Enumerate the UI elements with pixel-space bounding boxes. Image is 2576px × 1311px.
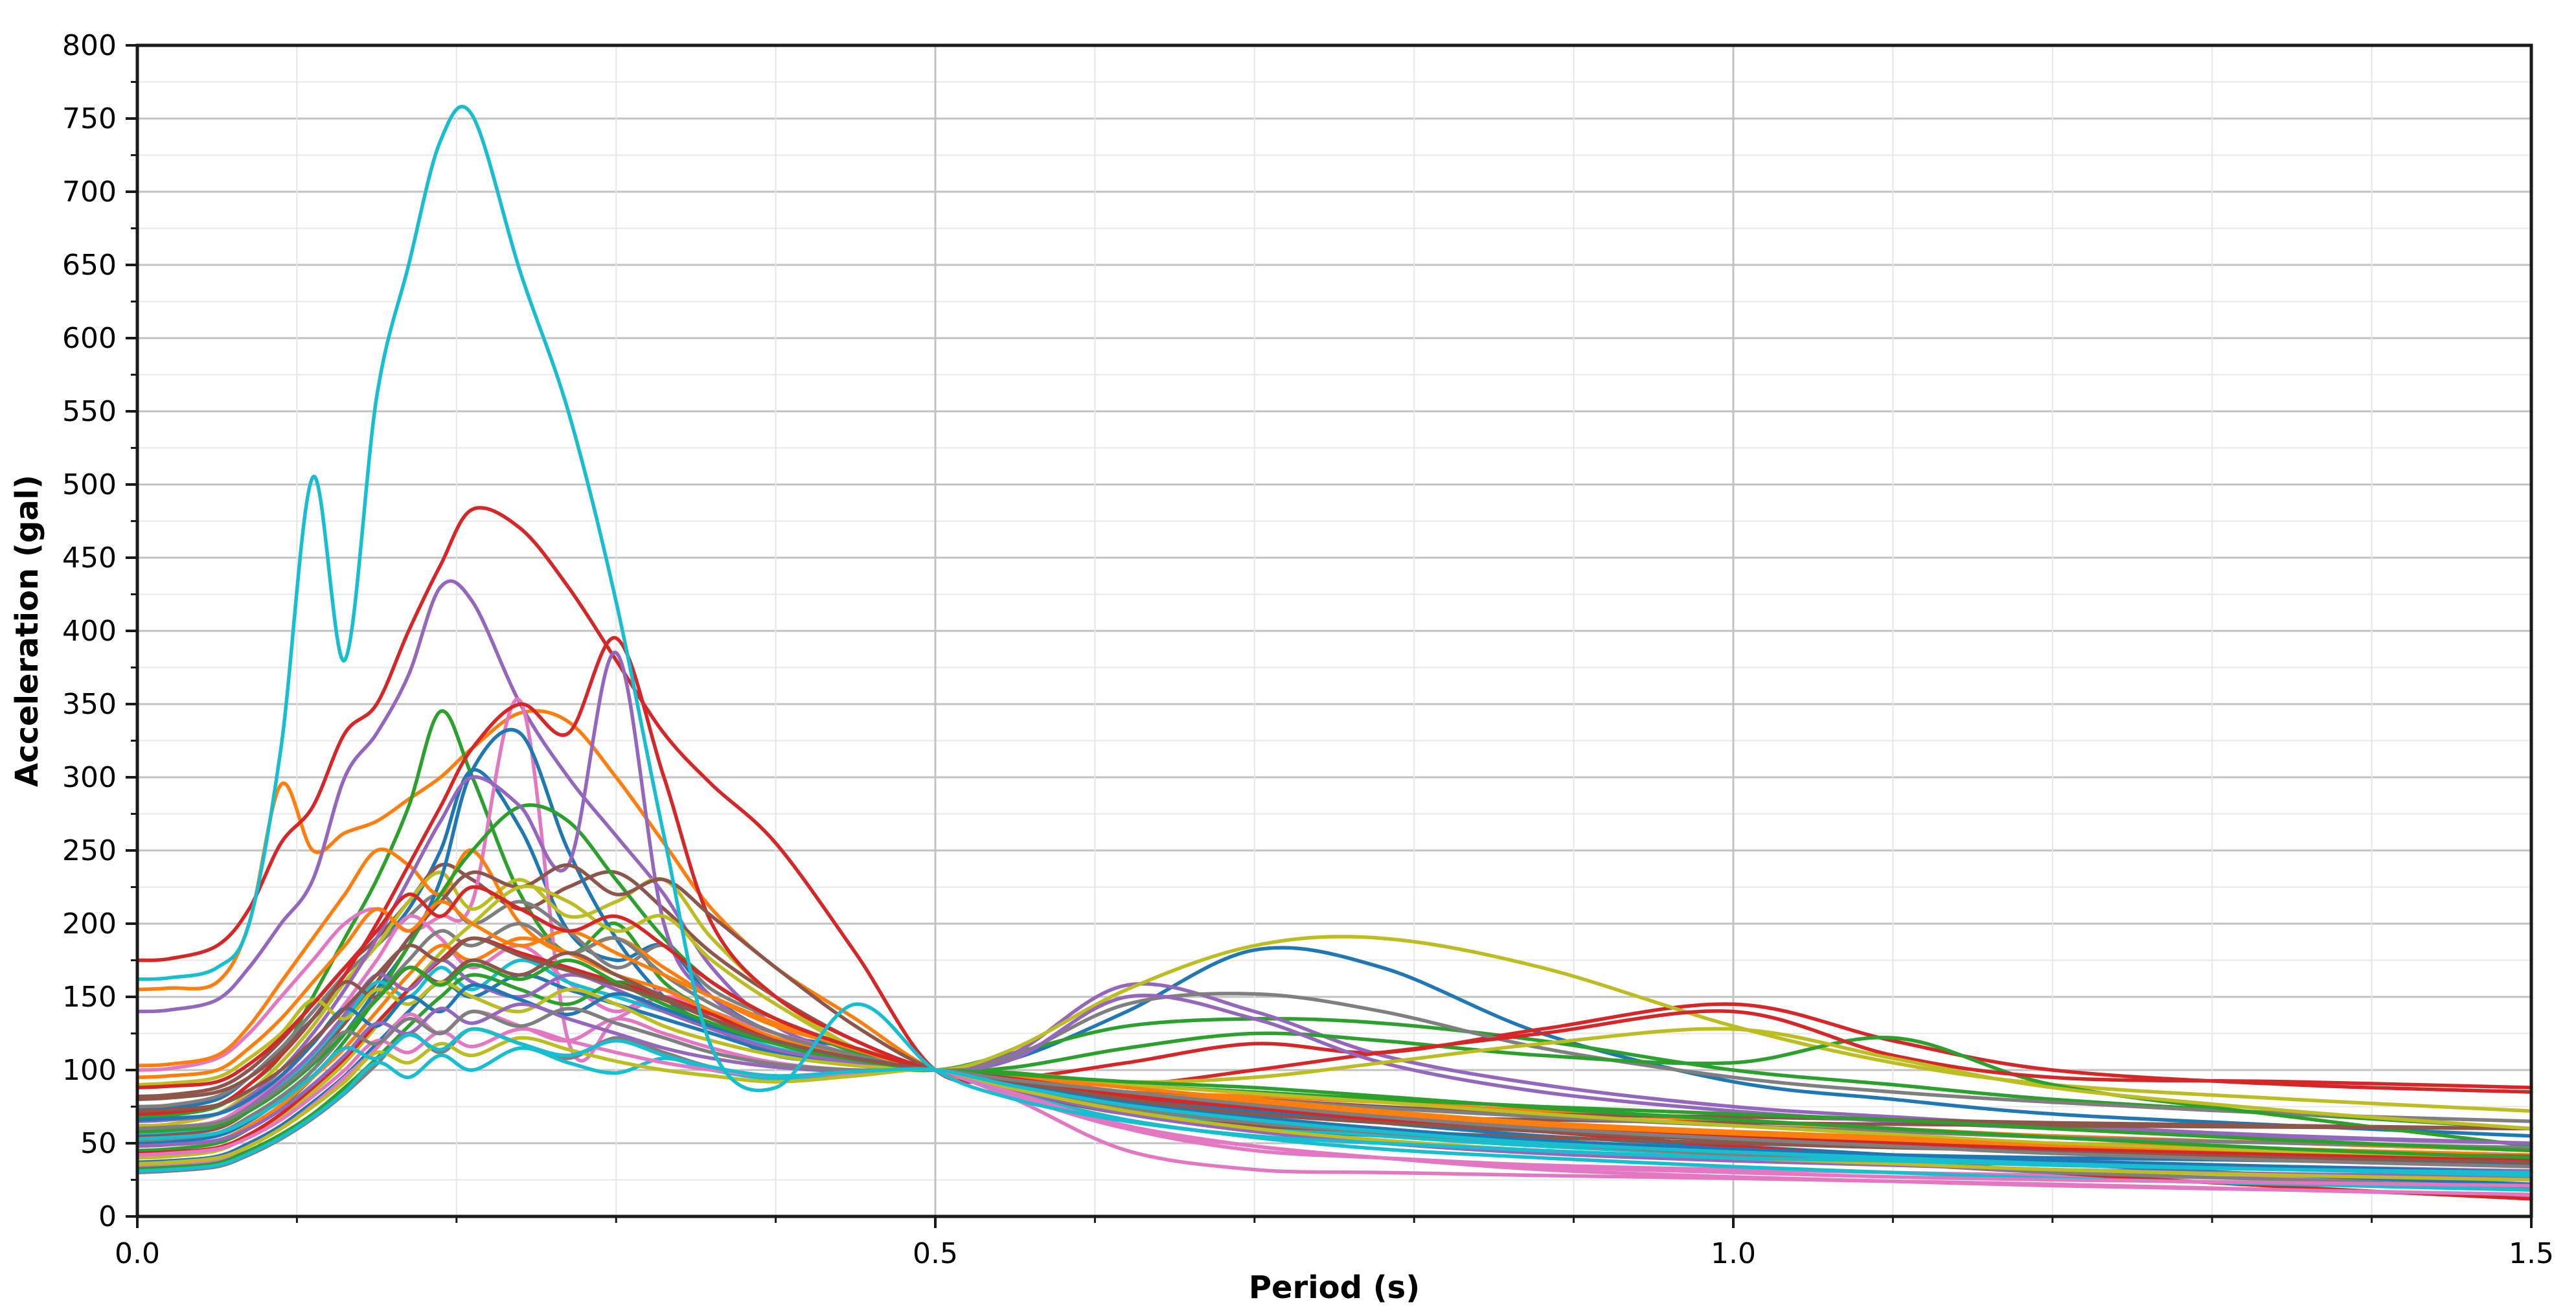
- y-tick-label: 350: [62, 688, 117, 721]
- y-tick-label: 550: [62, 395, 117, 428]
- y-tick-label: 200: [62, 907, 117, 940]
- y-tick-label: 700: [62, 176, 117, 209]
- spectrum-line-39: [135, 1027, 2533, 1178]
- spectrum-line-33: [135, 885, 2533, 1163]
- spectrum-line-28: [135, 980, 2533, 1163]
- y-tick-label: 150: [62, 981, 117, 1014]
- y-tick-label: 50: [80, 1127, 117, 1160]
- spectrum-line-5: [135, 579, 2533, 1145]
- y-tick-label: 450: [62, 542, 117, 575]
- y-tick-label: 400: [62, 615, 117, 648]
- y-tick-label: 800: [62, 29, 117, 62]
- y-tick-label: 650: [62, 249, 117, 282]
- x-tick-label: 1.5: [2509, 1237, 2554, 1270]
- y-tick-label: 0: [98, 1200, 117, 1233]
- spectrum-line-13: [135, 636, 2533, 1116]
- y-tick-label: 300: [62, 761, 117, 794]
- y-tick-label: 500: [62, 468, 117, 501]
- y-tick-label: 750: [62, 102, 117, 135]
- x-tick-label: 0.5: [913, 1237, 958, 1270]
- spectrum-line-12: [135, 803, 2533, 1153]
- spectrum-line-38: [135, 1036, 2533, 1182]
- y-axis-title: Acceleration (gal): [9, 474, 45, 788]
- x-tick-label: 0.0: [115, 1237, 160, 1270]
- x-axis-title: Period (s): [1248, 1270, 1420, 1306]
- y-tick-label: 100: [62, 1054, 117, 1087]
- y-tick-label: 600: [62, 322, 117, 355]
- spectrum-line-40: [135, 104, 2533, 1174]
- x-tick-label: 1.0: [1711, 1237, 1756, 1270]
- spectrum-line-4: [135, 506, 2533, 1094]
- y-tick-label: 250: [62, 834, 117, 867]
